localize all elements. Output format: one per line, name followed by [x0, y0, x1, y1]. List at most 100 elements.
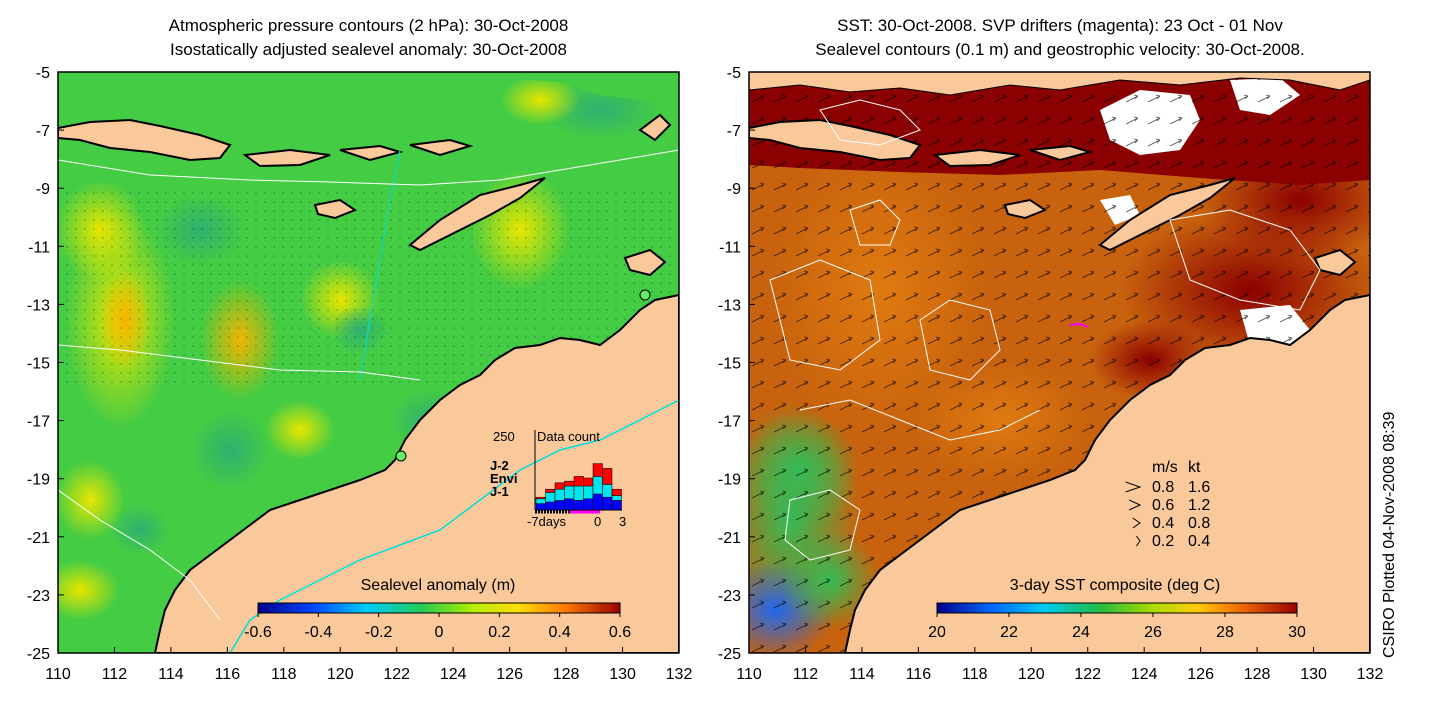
timor-island	[1098, 177, 1236, 252]
velocity-legend: m/s kt 0.8 1.60.6 1.20.4 0.80.2 0.4	[1125, 459, 1210, 550]
colorbar-tick-label: -0.2	[365, 624, 393, 641]
right-y-tick-label: -13	[718, 297, 741, 314]
australia-land	[153, 293, 679, 653]
inset-bar-j1	[592, 493, 603, 511]
right-colorbar-ticks: 20 22 24 26 28 30	[928, 613, 1306, 641]
north-land	[749, 72, 1370, 96]
inset-bar-j1	[611, 500, 622, 511]
velocity-kt-value: 0.8	[1188, 515, 1210, 532]
tide-gauge-marker	[639, 289, 651, 301]
left-x-tick-label: 120	[327, 666, 354, 683]
inset-bar-envi	[564, 485, 575, 500]
velocity-kt-value: 1.6	[1188, 479, 1210, 496]
right-y-tick-label: -9	[727, 181, 741, 198]
inset-ymax: 250	[493, 429, 515, 444]
axis-ticks: 110 112 114 116 118 120 122 124 126 128 130 132 -5 -7…	[27, 65, 1384, 683]
anomaly-high	[58, 560, 120, 620]
sealevel-contour	[799, 399, 1041, 441]
colorbar-tick-label: 30	[1288, 624, 1306, 641]
velocity-ms-value: 0.8	[1152, 479, 1174, 496]
inset-xlabel-right: 3	[619, 514, 626, 529]
velocity-kt-value: 0.4	[1188, 533, 1210, 550]
right-y-tick-label: -19	[718, 472, 741, 489]
colorbar-tick-label: 20	[928, 624, 946, 641]
colorbar-tick-label: 0.2	[488, 624, 510, 641]
anomaly-high	[265, 400, 335, 460]
svp-drifter-track	[1069, 322, 1089, 328]
left-title-line1: Atmospheric pressure contours (2 hPa): 3…	[168, 16, 569, 35]
colorbar-tick-label: 22	[1000, 624, 1018, 641]
right-x-tick-label: 126	[1187, 666, 1214, 683]
sealevel-contour	[849, 199, 901, 246]
inset-bar-envi	[554, 488, 565, 501]
left-x-tick-label: 118	[271, 666, 297, 683]
left-x-tick-label: 128	[553, 666, 580, 683]
right-colorbar	[936, 602, 1298, 614]
left-title-line2: Isostatically adjusted sealevel anomaly:…	[170, 40, 567, 59]
inset-bar-j2	[545, 488, 556, 493]
right-x-tick-label: 114	[849, 666, 875, 683]
left-y-tick-label: -15	[27, 356, 50, 373]
anomaly-high	[500, 75, 580, 125]
inset-legend-j1: J-1	[490, 484, 509, 499]
right-y-tick-label: -21	[718, 530, 741, 547]
left-colorbar-ticks: -0.6 -0.4 -0.2 0 0.2 0.4 0.6	[244, 613, 631, 641]
colorbar-tick-label: 28	[1216, 624, 1234, 641]
velocity-ms-value: 0.6	[1152, 497, 1174, 514]
java-bali-island	[58, 118, 232, 162]
anomaly-low	[190, 410, 270, 490]
inset-bar-j2	[592, 463, 603, 477]
colorbar-tick-label: 0.4	[549, 624, 571, 641]
right-y-tick-label: -23	[718, 588, 741, 605]
right-x-tick-label: 128	[1244, 666, 1271, 683]
colorbar-tick-label: -0.4	[305, 624, 333, 641]
left-map	[58, 72, 679, 653]
velocity-scale-arrow	[1125, 481, 1142, 493]
right-y-tick-label: -5	[727, 65, 741, 82]
java-bali-island	[749, 118, 922, 162]
sumba-island	[1003, 198, 1048, 220]
inset-bar-j2	[564, 480, 575, 487]
colorbar-tick-label: 24	[1072, 624, 1090, 641]
sealevel-contour	[1169, 209, 1321, 311]
inset-bar-j1	[554, 500, 565, 511]
left-x-tick-label: 112	[102, 666, 128, 683]
left-x-tick-label: 110	[45, 666, 71, 683]
inset-bar-envi	[592, 476, 603, 495]
inset-bar-j2	[535, 496, 546, 500]
lesser-sunda-islands	[932, 144, 1094, 168]
australia-land	[843, 293, 1370, 653]
inset-xlabel-mid: 0	[594, 514, 601, 529]
sumba-island	[313, 198, 358, 220]
melville-island	[623, 248, 667, 277]
right-x-tick-label: 118	[962, 666, 988, 683]
left-y-tick-label: -7	[36, 123, 50, 140]
pressure-contour	[58, 344, 421, 381]
velocity-unit-ms: m/s	[1152, 459, 1178, 476]
velocity-scale-arrow	[1135, 535, 1141, 547]
left-y-tick-label: -11	[28, 239, 50, 256]
inset-bar-envi	[583, 485, 594, 500]
left-x-tick-label: 116	[215, 666, 241, 683]
velocity-unit-kt: kt	[1188, 459, 1201, 476]
sealevel-contour	[769, 259, 881, 371]
right-x-tick-label: 112	[793, 666, 819, 683]
inset-bar-j2	[602, 468, 613, 485]
left-y-tick-label: -17	[27, 414, 50, 431]
sealevel-contour	[819, 99, 921, 146]
right-x-tick-label: 120	[1018, 666, 1045, 683]
left-x-tick-label: 130	[609, 666, 636, 683]
right-x-tick-label: 124	[1131, 666, 1158, 683]
right-x-tick-label: 116	[906, 666, 932, 683]
left-x-tick-label: 126	[496, 666, 523, 683]
inset-bar-envi	[545, 492, 556, 503]
right-y-tick-label: -7	[727, 123, 741, 140]
inset-bar-j1	[535, 503, 546, 511]
inset-title: Data count	[537, 429, 600, 444]
pressure-contour	[58, 149, 679, 186]
inset-bar-j2	[611, 488, 622, 496]
shelf-contour	[229, 399, 679, 653]
shelf-contour	[359, 149, 401, 381]
right-x-tick-label: 132	[1357, 666, 1384, 683]
